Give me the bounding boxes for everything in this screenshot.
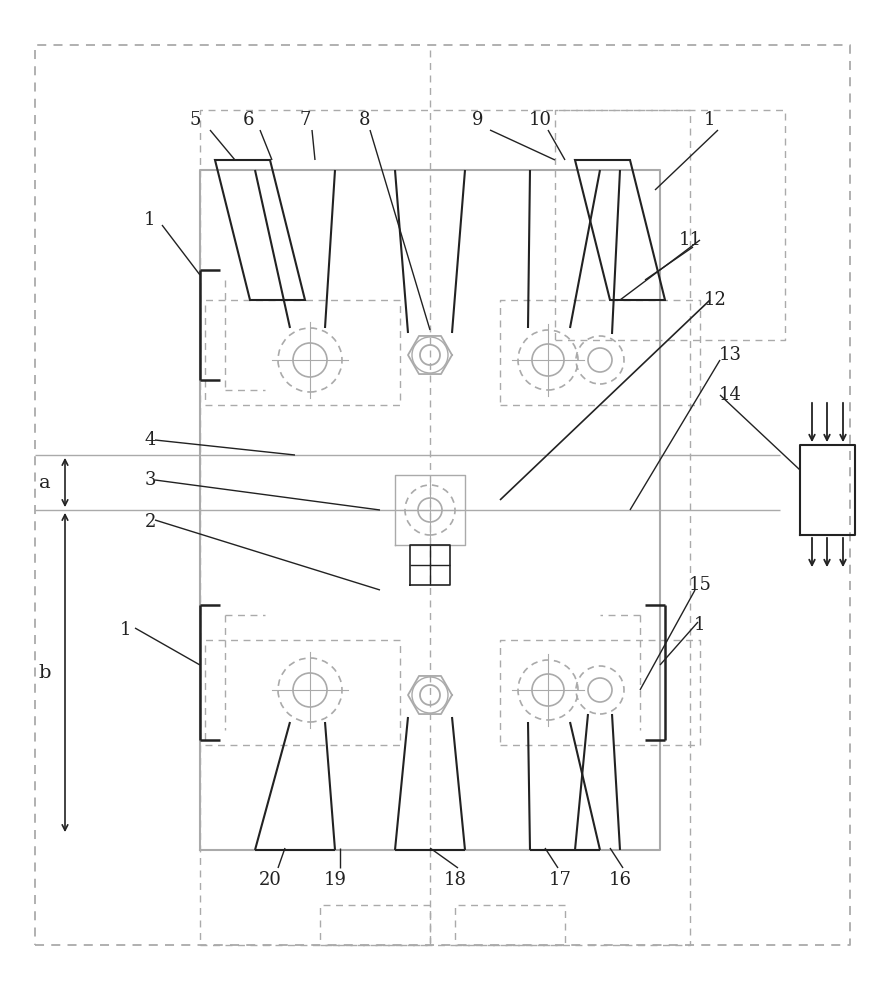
Text: a: a xyxy=(39,474,51,492)
Text: 6: 6 xyxy=(242,111,254,129)
Text: 10: 10 xyxy=(529,111,552,129)
Text: 18: 18 xyxy=(443,871,466,889)
Text: 3: 3 xyxy=(144,471,156,489)
Text: 4: 4 xyxy=(144,431,156,449)
Text: 13: 13 xyxy=(718,346,741,364)
Text: 16: 16 xyxy=(609,871,632,889)
Text: 17: 17 xyxy=(548,871,571,889)
Text: 1: 1 xyxy=(694,616,706,634)
Text: 5: 5 xyxy=(190,111,200,129)
Text: b: b xyxy=(39,664,52,682)
Text: 2: 2 xyxy=(144,513,156,531)
Text: 20: 20 xyxy=(259,871,281,889)
Text: 12: 12 xyxy=(704,291,726,309)
Text: 11: 11 xyxy=(678,231,701,249)
Text: 8: 8 xyxy=(360,111,371,129)
Text: 1: 1 xyxy=(144,211,156,229)
Text: 1: 1 xyxy=(119,621,131,639)
Text: 1: 1 xyxy=(704,111,716,129)
Text: 9: 9 xyxy=(473,111,484,129)
Text: 14: 14 xyxy=(718,386,741,404)
Text: 15: 15 xyxy=(689,576,711,594)
Text: 19: 19 xyxy=(323,871,346,889)
Text: 7: 7 xyxy=(299,111,311,129)
